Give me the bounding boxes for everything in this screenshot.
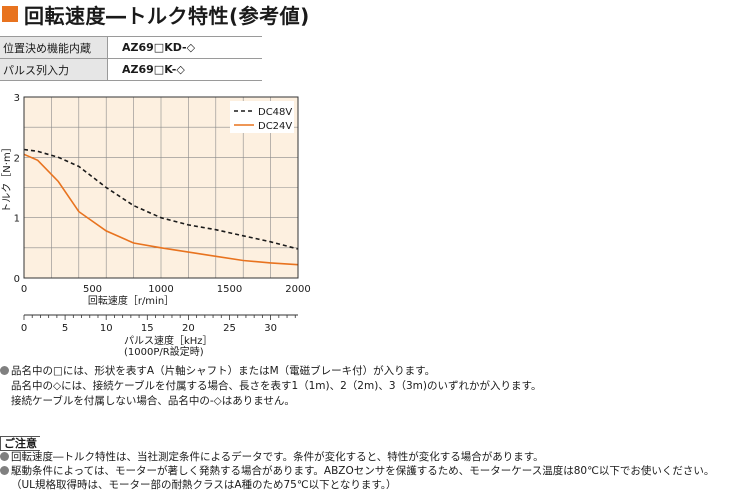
note-line: 接続ケーブルを付属しない場合、品名中の-◇はありません。 xyxy=(0,394,541,409)
table-row: パルス列入力 AZ69□K-◇ xyxy=(0,58,262,81)
notes: 品名中の□には、形状を表すA（片軸シャフト）またはM（電磁ブレーキ付）が入ります… xyxy=(0,364,541,409)
spec-model: AZ69□KD-◇ xyxy=(107,36,262,59)
table-row: 位置決め機能内蔵 AZ69□KD-◇ xyxy=(0,36,262,59)
chart-axis-labels: 0 1 2 3 0 500 1000 1500 2000 回転速度［r/min］ トルク［N·m］ xyxy=(1,93,311,307)
caution-text: 回転速度―トルク特性は、当社測定条件によるデータです。条件が変化すると、特性が変… xyxy=(11,451,544,463)
legend-label: DC48V xyxy=(258,107,292,118)
note-text: 接続ケーブルを付属しない場合、品名中の-◇はありません。 xyxy=(11,395,295,407)
caution-line: 回転速度―トルク特性は、当社測定条件によるデータです。条件が変化すると、特性が変… xyxy=(0,450,714,464)
caution-text: 駆動条件によっては、モーターが著しく発熱する場合があります。ABZOセンサを保護… xyxy=(11,465,715,477)
y-tick-label: 1 xyxy=(14,214,20,225)
bullet-icon xyxy=(0,466,9,475)
page-title-text: 回転速度―トルク特性(参考値) xyxy=(24,3,310,28)
y-axis-label: トルク［N·m］ xyxy=(1,142,13,212)
note-text: 品名中の◇には、接続ケーブルを付属する場合、長さを表す1（1m)、2（2m)、3… xyxy=(11,380,542,392)
x2-tick-label: 20 xyxy=(182,323,195,334)
x2-axis-label: パルス速度［kHz］ xyxy=(124,334,213,347)
caution-notes: 回転速度―トルク特性は、当社測定条件によるデータです。条件が変化すると、特性が変… xyxy=(0,450,714,492)
title-accent-square xyxy=(2,6,18,22)
bullet-icon xyxy=(0,366,9,375)
note-line: 品名中の□には、形状を表すA（片軸シャフト）またはM（電磁ブレーキ付）が入ります… xyxy=(0,364,541,379)
y-tick-label: 2 xyxy=(14,153,20,164)
x2-axis-sublabel: (1000P/R設定時) xyxy=(124,345,204,358)
caution-line: （UL規格取得時は、モーター部の耐熱クラスはA種のため75℃以下となります。） xyxy=(0,478,714,492)
x-tick-label: 2000 xyxy=(285,284,310,295)
caution-label: ご注意 xyxy=(0,436,40,451)
bullet-icon xyxy=(0,452,9,461)
caution-line: 駆動条件によっては、モーターが著しく発熱する場合があります。ABZOセンサを保護… xyxy=(0,464,714,478)
x2-tick-label: 30 xyxy=(264,323,277,334)
x-tick-label: 0 xyxy=(21,284,27,295)
spec-label: 位置決め機能内蔵 xyxy=(0,36,108,59)
series-line xyxy=(23,153,299,266)
note-text: 品名中の□には、形状を表すA（片軸シャフト）またはM（電磁ブレーキ付）が入ります… xyxy=(11,365,436,377)
x2-tick-label: 0 xyxy=(21,323,27,334)
legend-label: DC24V xyxy=(258,121,292,132)
x2-tick-label: 25 xyxy=(223,323,236,334)
pulse-speed-axis: 0 5 10 15 20 25 30 パルス速度［kHz］(1000P/R設定時) xyxy=(21,314,298,358)
x-tick-label: 1000 xyxy=(148,284,173,295)
x-tick-label: 1500 xyxy=(217,284,242,295)
legend-box xyxy=(230,101,294,133)
chart-series xyxy=(23,148,299,266)
y-tick-label: 3 xyxy=(14,93,20,104)
chart-legend: DC48V DC24V xyxy=(230,101,294,133)
page-title: 回転速度―トルク特性(参考値) xyxy=(1,0,310,28)
x2-tick-label: 15 xyxy=(141,323,154,334)
spec-table: 位置決め機能内蔵 AZ69□KD-◇ パルス列入力 AZ69□K-◇ xyxy=(0,36,262,81)
note-line: 品名中の◇には、接続ケーブルを付属する場合、長さを表す1（1m)、2（2m)、3… xyxy=(0,379,541,394)
x2-tick-label: 5 xyxy=(62,323,68,334)
spec-label: パルス列入力 xyxy=(0,58,108,81)
y-tick-label: 0 xyxy=(14,274,20,285)
caution-text: （UL規格取得時は、モーター部の耐熱クラスはA種のため75℃以下となります。） xyxy=(11,479,397,491)
plot-frame xyxy=(23,96,299,279)
x2-tick-label: 10 xyxy=(100,323,113,334)
x-tick-label: 500 xyxy=(83,284,102,295)
series-line xyxy=(23,148,299,250)
x-axis-label: 回転速度［r/min］ xyxy=(88,294,174,307)
spec-model: AZ69□K-◇ xyxy=(107,58,262,81)
